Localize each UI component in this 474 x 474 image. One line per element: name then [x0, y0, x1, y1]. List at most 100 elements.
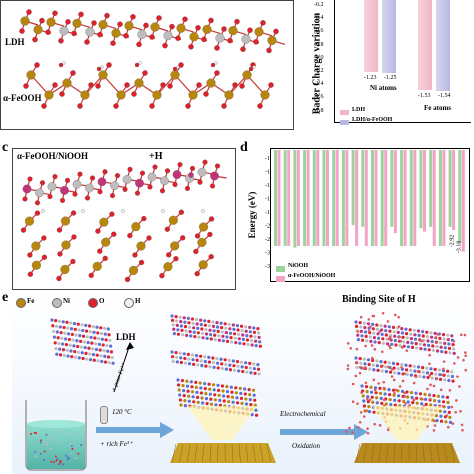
hydrogen-binding-atom — [401, 379, 405, 383]
iron-atom — [228, 26, 238, 36]
hydrogen-binding-atom — [412, 381, 416, 385]
ldh-atom — [90, 341, 94, 345]
legend-ldh-label: LDH — [352, 107, 366, 113]
feooh-atom — [187, 394, 191, 398]
ldh-atom — [86, 340, 90, 345]
feooh-atom — [240, 401, 244, 405]
oxygen-atom — [141, 215, 147, 222]
ldh-atom — [75, 339, 79, 343]
hydrogen-binding-atom — [405, 349, 409, 352]
feooh-atom — [180, 379, 185, 383]
hydrogen-binding-atom — [367, 329, 371, 333]
feooh-atom — [213, 398, 217, 402]
solution-ion — [45, 441, 48, 444]
feooh-atom — [429, 403, 433, 407]
ldh-layer-atom — [186, 316, 190, 320]
bar-niooh — [332, 150, 336, 246]
ldh-layer-atom — [183, 356, 187, 361]
oxygen-atom — [71, 234, 77, 240]
nickel-hydrogen-site — [172, 170, 182, 179]
ldh-layer-atom — [385, 337, 389, 341]
ldh-layer-atom — [366, 322, 371, 326]
binding-site-title: Binding Site of H — [342, 294, 416, 305]
ldh-layer-atom — [447, 342, 451, 346]
ldh-layer-atom — [426, 339, 430, 343]
oxygen-atom — [149, 34, 155, 40]
feooh-atom — [218, 398, 222, 402]
oxygen-atom — [240, 46, 246, 52]
ldh-layer-atom — [223, 358, 227, 362]
ldh-layer-atom — [174, 351, 178, 355]
panel-d: Energy (eV) -1 -1 -1 -1 -1 -2 -2 -3 -3 NiOOH α-F… — [240, 148, 474, 288]
ldh-layer-atom — [215, 321, 219, 325]
substrate-mesh — [436, 443, 440, 463]
ldh-layer-atom — [178, 351, 182, 355]
oxygen-atom — [185, 103, 191, 109]
panel-b-ytick: -1.4 — [314, 81, 324, 88]
hydrogen-binding-atom — [393, 392, 396, 395]
ldh-layer-atom — [191, 321, 195, 325]
ldh-layer-atom — [171, 359, 175, 363]
ldh-layer-atom — [175, 323, 179, 327]
ldh-atom — [84, 323, 88, 327]
ldh-layer-atom — [241, 337, 245, 341]
ldh-atom — [62, 325, 66, 330]
ldh-atom — [88, 330, 92, 334]
ldh-atom — [104, 338, 108, 342]
nickel-atom — [147, 172, 157, 182]
ldh-layer-atom — [433, 331, 437, 335]
bar-niooh — [303, 150, 307, 246]
ldh-atom — [98, 348, 102, 352]
hydrogen-binding-atom — [373, 422, 376, 426]
feooh-atom — [364, 385, 369, 389]
ldh-layer-atom — [452, 347, 456, 351]
ldh-layer-atom — [228, 331, 233, 335]
ldh-layer-atom — [227, 358, 231, 362]
ldh-layer-atom — [356, 338, 360, 342]
ldh-atom — [58, 353, 63, 357]
oxygen-atom — [52, 82, 58, 88]
feooh-atom — [225, 385, 229, 389]
ldh-layer-atom — [404, 363, 408, 367]
iron-atom — [116, 90, 126, 100]
nickel-hydrogen-site — [97, 177, 107, 187]
ldh-layer-atom — [170, 314, 174, 318]
oxygen-atom — [110, 40, 116, 46]
ldh-layer-atom — [377, 341, 381, 345]
oxygen-atom — [202, 159, 208, 165]
ldh-layer-atom — [391, 325, 396, 329]
panel-b-ytick: -1.0 — [314, 54, 324, 61]
feooh-atom — [365, 390, 369, 394]
ldh-layer-atom — [221, 334, 225, 338]
oxygen-atom — [84, 195, 91, 201]
ldh-layer-atom — [176, 332, 181, 336]
oxygen-atom — [27, 252, 33, 258]
oxygen-atom — [52, 174, 58, 180]
ldh-layer-atom — [237, 337, 241, 341]
ldh-layer-atom — [435, 349, 440, 353]
oxygen-atom — [203, 91, 209, 97]
ldh-atom — [88, 358, 93, 362]
ldh-layer-atom — [363, 326, 367, 330]
hydrogen-binding-atom — [433, 419, 436, 423]
ldh-layer-atom — [182, 352, 186, 356]
ldh-small-structure — [50, 318, 115, 365]
ldh-layer-atom — [217, 334, 221, 338]
hydrogen-binding-atom — [458, 385, 461, 388]
ldh-atom — [102, 349, 106, 353]
bar-niooh — [419, 150, 423, 229]
solution-ion — [39, 441, 42, 444]
panel-e-letter: e — [2, 290, 9, 305]
hydrogen-binding-atom — [377, 382, 381, 385]
hydrogen-binding-atom — [357, 426, 360, 429]
feooh-atom — [362, 404, 366, 408]
ldh-atom — [55, 352, 59, 356]
ldh-layer-atom — [221, 339, 226, 343]
oxygen-atom — [89, 175, 96, 181]
feooh-atom — [235, 401, 240, 405]
hydrogen-binding-atom — [461, 428, 464, 432]
ldh-layer-atom — [199, 323, 203, 327]
solution-ion — [52, 461, 55, 464]
ldh-atom — [58, 347, 62, 351]
ldh-layer-atom — [244, 365, 248, 370]
